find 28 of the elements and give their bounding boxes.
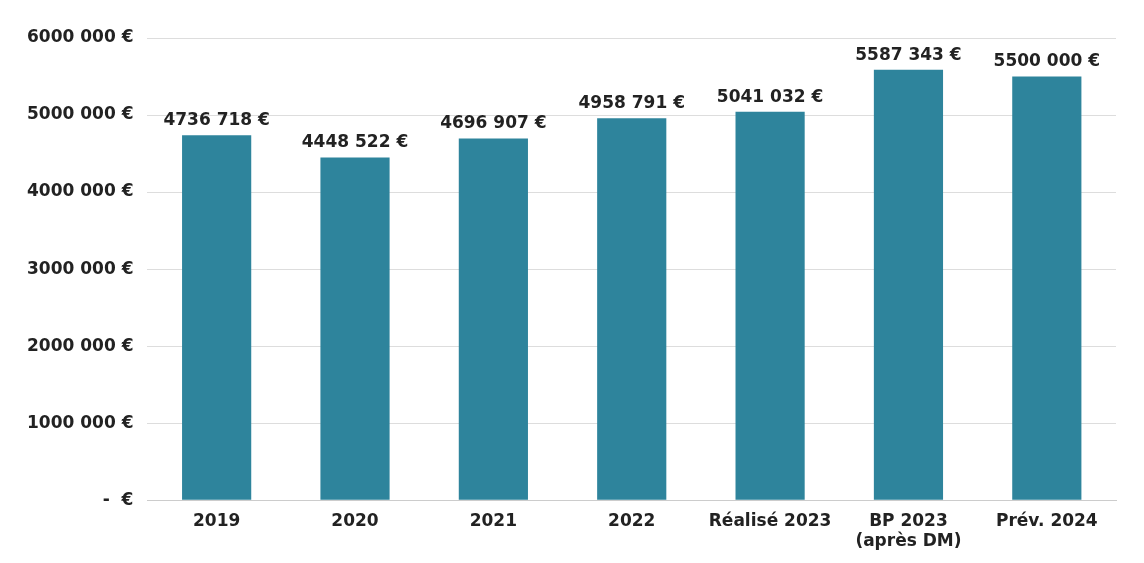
data-label: 4696 907 € — [440, 112, 547, 133]
data-label: 5500 000 € — [993, 50, 1101, 71]
bar — [873, 69, 944, 500]
y-tick-label: 5000 000 € — [27, 103, 134, 124]
x-tick-label: Prév. 2024 — [995, 509, 1098, 530]
bar — [597, 118, 667, 500]
data-label: 5587 343 € — [855, 43, 962, 64]
x-tick-label: 2022 — [608, 509, 656, 530]
x-tick-label: Réalisé 2023 — [708, 509, 832, 530]
bar — [320, 157, 390, 500]
data-label: 5041 032 € — [716, 85, 824, 106]
x-tick-label: BP 2023 (après DM) — [855, 509, 962, 551]
data-label: 4736 718 € — [163, 109, 270, 130]
bar — [458, 138, 528, 500]
y-tick-label: 6000 000 € — [27, 26, 134, 47]
y-tick-label: 2000 000 € — [27, 334, 134, 355]
bar — [735, 111, 805, 500]
y-tick-label: - € — [102, 488, 134, 509]
bar — [1012, 76, 1082, 500]
data-label: 4958 791 € — [578, 92, 685, 113]
x-tick-label: 2021 — [469, 509, 518, 530]
bar — [182, 135, 252, 500]
y-tick-label: 4000 000 € — [27, 180, 134, 201]
x-tick-label: 2019 — [192, 509, 241, 530]
y-tick-label: 3000 000 € — [27, 257, 134, 278]
x-tick-label: 2020 — [331, 509, 379, 530]
y-tick-label: 1000 000 € — [27, 411, 134, 432]
data-label: 4448 522 € — [301, 131, 409, 152]
